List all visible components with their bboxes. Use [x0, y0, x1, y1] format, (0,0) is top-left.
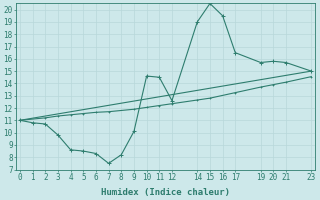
X-axis label: Humidex (Indice chaleur): Humidex (Indice chaleur)	[101, 188, 230, 197]
